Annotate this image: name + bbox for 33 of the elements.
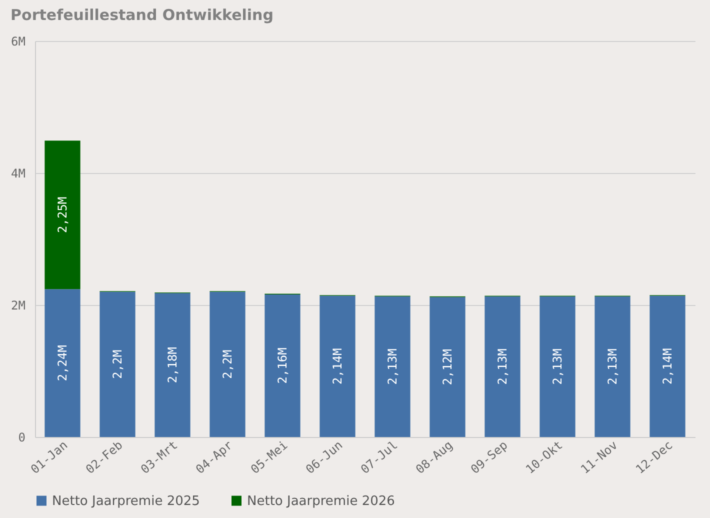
data-label: 2,13M	[550, 348, 564, 385]
data-label: 2,2M	[220, 350, 234, 379]
data-label: 2,16M	[276, 348, 290, 384]
bar	[650, 296, 686, 437]
data-label: 2,13M	[496, 348, 510, 385]
y-tick-label: 6M	[11, 34, 26, 48]
bar	[484, 296, 520, 437]
bar	[320, 296, 356, 437]
data-label: 2,12M	[440, 348, 454, 386]
chart-title: Portefeuillestand Ontwikkeling	[10, 6, 274, 24]
data-label: 2,2M	[110, 350, 124, 379]
legend-label: Netto Jaarpremie 2025	[52, 494, 200, 509]
bar	[44, 140, 80, 290]
bar	[374, 296, 410, 437]
bar	[430, 297, 466, 437]
data-label: 2,14M	[660, 348, 674, 384]
bar	[44, 289, 80, 437]
data-label: 2,13M	[606, 348, 620, 385]
data-label: 2,18M	[166, 346, 180, 384]
bar	[264, 294, 300, 437]
bar	[100, 292, 136, 437]
data-label: 2,25M	[56, 196, 70, 233]
bar	[540, 296, 576, 437]
data-label: 2,14M	[330, 348, 344, 384]
y-tick-label: 0	[18, 430, 26, 444]
y-tick-label: 2M	[11, 298, 26, 312]
bar	[154, 293, 190, 437]
bar	[210, 292, 246, 437]
legend-label: Netto Jaarpremie 2026	[247, 494, 395, 509]
bar	[594, 296, 630, 437]
data-label: 2,13M	[386, 348, 400, 385]
y-tick-label: 4M	[11, 166, 26, 180]
data-label: 2,24M	[56, 345, 70, 382]
